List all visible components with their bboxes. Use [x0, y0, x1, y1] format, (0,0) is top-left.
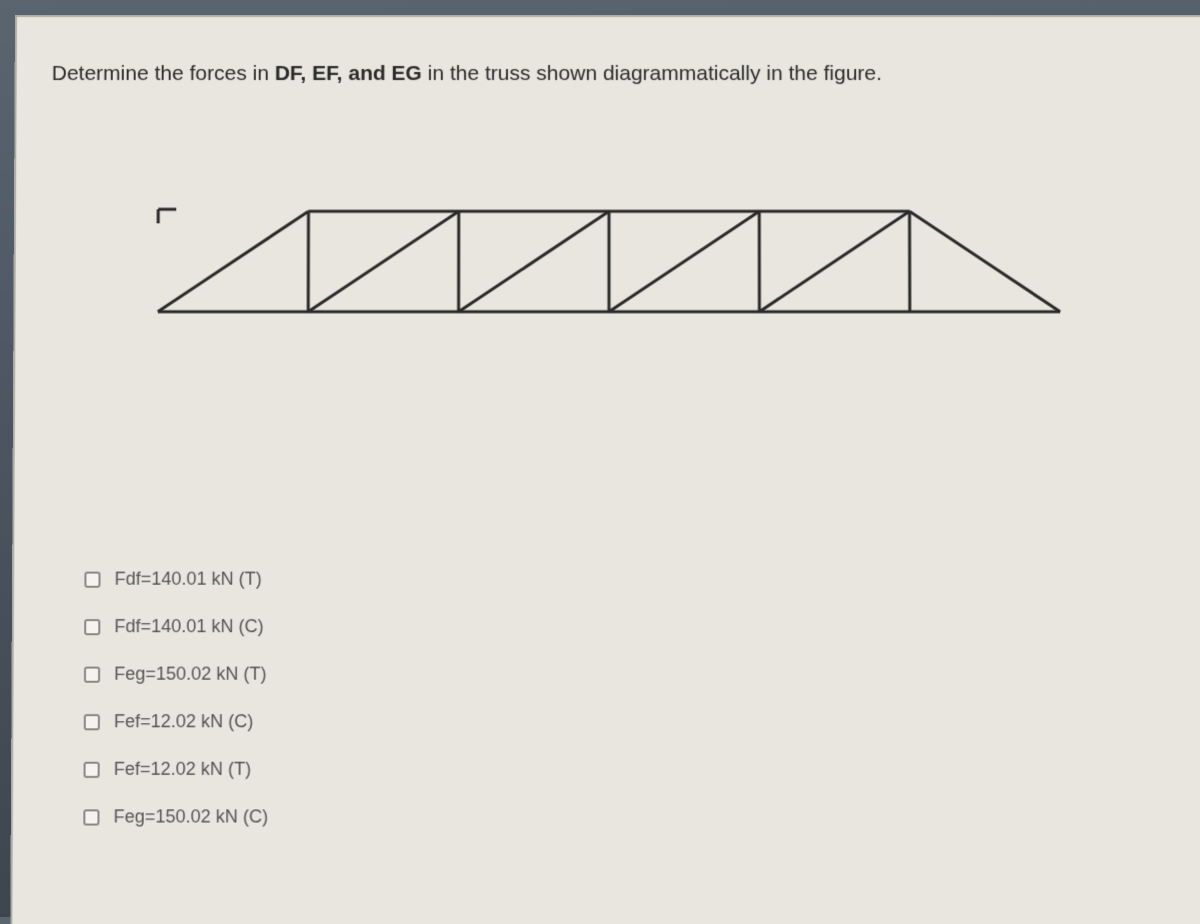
truss-diagram-container [50, 116, 1167, 417]
option-label: Feg=150.02 kN (T) [114, 664, 267, 685]
option-label: Fef=12.02 kN (T) [114, 759, 252, 780]
option-row[interactable]: Fef=12.02 kN (C) [84, 701, 1169, 743]
option-row[interactable]: Fef=12.02 kN (T) [83, 749, 1168, 791]
question-paper: Determine the forces in DF, EF, and EG i… [10, 15, 1200, 924]
option-label: Fdf=140.01 kN (C) [114, 616, 263, 637]
checkbox-icon[interactable] [84, 761, 100, 777]
checkbox-icon[interactable] [83, 809, 99, 825]
option-row[interactable]: Feg=150.02 kN (T) [84, 653, 1168, 694]
option-row[interactable]: Fdf=140.01 kN (T) [84, 558, 1168, 599]
checkbox-icon[interactable] [84, 571, 100, 587]
answer-options: Fdf=140.01 kN (T) Fdf=140.01 kN (C) Feg=15… [48, 558, 1169, 837]
option-label: Feg=150.02 kN (C) [114, 806, 269, 827]
question-members: DF, EF, and EG [275, 62, 422, 85]
checkbox-icon[interactable] [84, 619, 100, 635]
checkbox-icon[interactable] [84, 666, 100, 682]
option-label: Fdf=140.01 kN (T) [115, 569, 262, 590]
question-suffix: in the truss shown diagrammatically in t… [422, 62, 882, 85]
option-label: Fef=12.02 kN (C) [114, 711, 253, 732]
truss-diagram [107, 116, 1111, 417]
option-row[interactable]: Fdf=140.01 kN (C) [84, 606, 1168, 647]
question-text: Determine the forces in DF, EF, and EG i… [52, 62, 1166, 86]
checkbox-icon[interactable] [84, 714, 100, 730]
question-prefix: Determine the forces in [52, 62, 275, 85]
option-row[interactable]: Feg=150.02 kN (C) [83, 796, 1169, 838]
